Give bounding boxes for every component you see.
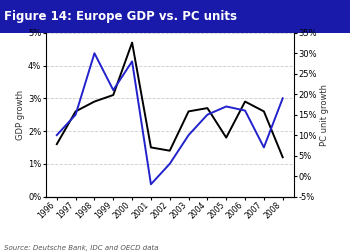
PC unit growth: [243, 109, 247, 112]
PC unit growth: [55, 134, 59, 137]
Real GDP: [92, 100, 97, 103]
Real GDP: [168, 149, 172, 152]
Real GDP: [111, 93, 116, 97]
PC unit growth: [168, 162, 172, 165]
Real GDP: [149, 146, 153, 149]
Line: PC unit growth: PC unit growth: [57, 53, 283, 184]
Y-axis label: GDP growth: GDP growth: [16, 90, 25, 140]
PC unit growth: [111, 88, 116, 91]
Real GDP: [205, 107, 210, 110]
Real GDP: [243, 100, 247, 103]
Real GDP: [55, 143, 59, 146]
PC unit growth: [149, 183, 153, 186]
PC unit growth: [205, 113, 210, 116]
Real GDP: [281, 156, 285, 159]
Real GDP: [74, 110, 78, 113]
PC unit growth: [262, 146, 266, 149]
Text: Source: Deutsche Bank, IDC and OECD data: Source: Deutsche Bank, IDC and OECD data: [4, 245, 158, 251]
PC unit growth: [74, 113, 78, 116]
PC unit growth: [224, 105, 228, 108]
Real GDP: [187, 110, 191, 113]
PC unit growth: [130, 60, 134, 63]
Real GDP: [130, 41, 134, 44]
Real GDP: [262, 110, 266, 113]
PC unit growth: [281, 97, 285, 100]
PC unit growth: [92, 52, 97, 55]
Y-axis label: PC unit growth: PC unit growth: [320, 84, 329, 146]
PC unit growth: [187, 134, 191, 137]
Text: Figure 14: Europe GDP vs. PC units: Figure 14: Europe GDP vs. PC units: [4, 10, 237, 23]
Line: Real GDP: Real GDP: [57, 43, 283, 157]
Real GDP: [224, 136, 228, 139]
